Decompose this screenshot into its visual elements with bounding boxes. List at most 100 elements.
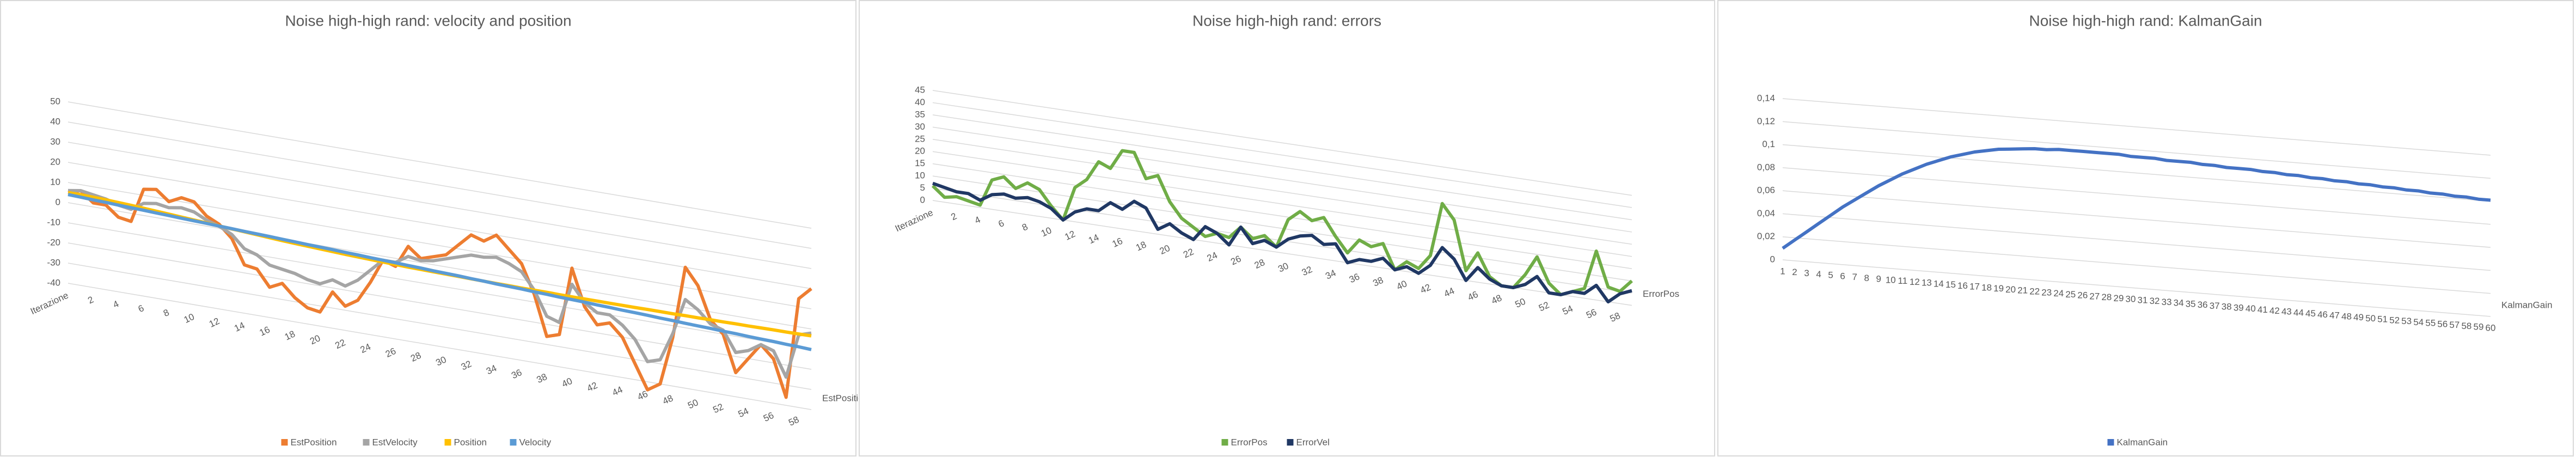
y-tick-label: 0,02 <box>1757 231 1775 241</box>
grid-line <box>68 263 812 390</box>
data-line <box>1782 147 2491 250</box>
y-tick-label: 40 <box>50 116 60 126</box>
legend: KalmanGain <box>2107 437 2168 447</box>
x-tick-label: 28 <box>2101 292 2112 302</box>
x-tick-label: 51 <box>2377 314 2388 325</box>
y-tick-label: 30 <box>915 121 925 132</box>
x-tick-label: 56 <box>2437 319 2447 329</box>
panel-border <box>859 0 1715 456</box>
legend-label: EstPosition <box>291 437 337 447</box>
x-tick-label: 20 <box>2005 284 2016 295</box>
data-line <box>932 181 1632 304</box>
y-tick-label: 40 <box>915 97 925 107</box>
y-tick-label: -40 <box>47 277 60 288</box>
x-tick-label: 3 <box>1804 268 1809 278</box>
y-tick-label: 0,04 <box>1757 208 1775 218</box>
chart-panel: Noise high-high rand: errors051015202530… <box>859 0 1715 456</box>
legend-swatch <box>510 439 517 446</box>
y-tick-label: 50 <box>50 96 60 106</box>
y-tick-label: 0 <box>920 194 925 205</box>
x-tick-label: 8 <box>1864 273 1869 283</box>
grid-line <box>1782 213 2491 271</box>
x-tick-label: 55 <box>2425 318 2436 328</box>
x-tick-label: 9 <box>1876 274 1881 284</box>
x-tick-label: 40 <box>2245 303 2256 314</box>
grid-line <box>68 202 812 330</box>
x-tick-label: 60 <box>2486 322 2496 333</box>
x-tick-label: 12 <box>1910 277 1920 287</box>
x-tick-label: 27 <box>2089 291 2100 301</box>
legend-label: KalmanGain <box>2117 437 2168 447</box>
legend-label: Position <box>454 437 487 447</box>
x-tick-label: 37 <box>2210 301 2220 311</box>
y-tick-label: 0 <box>1770 254 1775 264</box>
x-tick-label: 35 <box>2186 298 2196 309</box>
y-tick-label: 0 <box>56 197 60 207</box>
x-tick-label: 26 <box>2077 290 2088 301</box>
x-tick-label: 52 <box>2389 315 2400 325</box>
grid-line <box>68 121 812 249</box>
x-tick-label: 17 <box>1969 282 1980 292</box>
legend-swatch <box>1221 439 1228 446</box>
x-tick-label: 32 <box>2150 296 2160 306</box>
panel-border <box>1717 0 2574 456</box>
data-line <box>68 193 812 351</box>
y-tick-label: 10 <box>50 176 60 187</box>
legend-swatch <box>444 439 451 446</box>
x-tick-label: 22 <box>2029 287 2040 297</box>
chart-panel: Noise high-high rand: velocity and posit… <box>0 0 868 456</box>
legend-swatch <box>281 439 288 446</box>
y-tick-label: -20 <box>47 237 60 247</box>
x-tick-label: 54 <box>2413 317 2424 327</box>
y-tick-label: 25 <box>915 133 925 144</box>
x-tick-label: 6 <box>1840 271 1845 281</box>
grid-line <box>1782 167 2491 225</box>
x-tick-label: 15 <box>1945 279 1956 290</box>
grid-line <box>932 90 1632 196</box>
x-tick-label: 1 <box>1780 266 1785 276</box>
x-tick-label: 43 <box>2281 307 2292 317</box>
x-tick-label: 24 <box>2053 288 2064 298</box>
x-tick-label: 2 <box>1792 267 1797 277</box>
x-tick-label: 47 <box>2329 310 2340 321</box>
x-tick-label: 14 <box>1933 278 1944 289</box>
y-tick-label: 0,14 <box>1757 93 1775 103</box>
grid-line <box>68 242 812 370</box>
grid-line <box>932 114 1632 221</box>
x-tick-label: 53 <box>2401 316 2412 326</box>
x-tick-label: 46 <box>2317 309 2328 320</box>
legend-label: EstVelocity <box>372 437 418 447</box>
grid-line <box>1782 98 2491 156</box>
x-tick-label: 29 <box>2113 293 2124 303</box>
y-tick-label: 0,12 <box>1757 116 1775 126</box>
legend-label: ErrorVel <box>1296 437 1330 447</box>
grid-line <box>1782 259 2491 317</box>
grid-line <box>1782 236 2491 294</box>
y-tick-label: 0,06 <box>1757 185 1775 196</box>
grid-line <box>68 142 812 269</box>
data-line <box>68 187 812 399</box>
x-tick-label: 30 <box>2126 294 2136 304</box>
x-tick-label: 13 <box>1922 278 1932 288</box>
depth-axis-label: ErrorPos <box>1643 289 1679 299</box>
x-tick-label: 41 <box>2257 304 2268 315</box>
x-tick-label: 42 <box>2269 306 2280 316</box>
grid-line <box>1782 121 2491 179</box>
x-tick-label: 33 <box>2162 297 2172 307</box>
chart-title: Noise high-high rand: KalmanGain <box>2029 12 2262 29</box>
legend-swatch <box>363 439 370 446</box>
chart-title: Noise high-high rand: errors <box>1192 12 1381 29</box>
y-tick-label: 5 <box>920 182 925 193</box>
x-tick-label: 7 <box>1852 272 1857 282</box>
grid-line <box>1782 190 2491 248</box>
grid-line <box>932 102 1632 208</box>
x-tick-label: 10 <box>1886 275 1896 285</box>
grid-line <box>932 175 1632 282</box>
x-tick-label: 16 <box>1957 281 1968 291</box>
data-line <box>68 188 812 379</box>
x-tick-label: 39 <box>2234 302 2244 313</box>
x-tick-label: 48 <box>2341 311 2352 321</box>
legend-label: Velocity <box>519 437 552 447</box>
x-tick-label: 45 <box>2305 308 2316 319</box>
x-tick-label: 4 <box>1816 269 1821 279</box>
